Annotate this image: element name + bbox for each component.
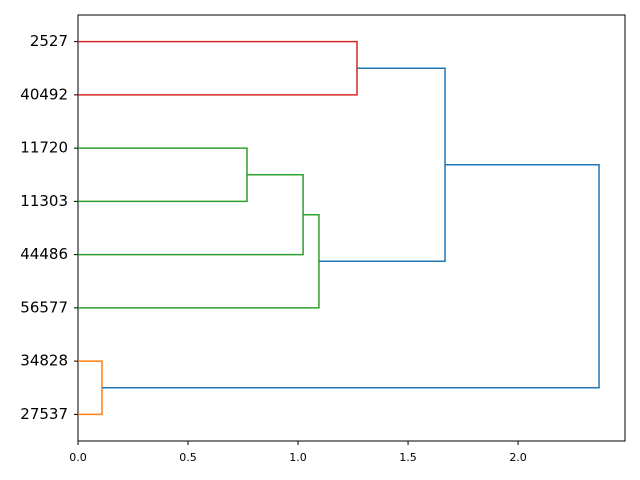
leaf-label: 11303: [20, 192, 68, 210]
leaf-label: 44486: [20, 245, 68, 263]
x-tick-label: 0.5: [179, 451, 197, 464]
leaf-label: 40492: [20, 85, 68, 103]
x-tick-label: 2.0: [509, 451, 527, 464]
link: [78, 40, 358, 96]
leaf-label: 11720: [20, 139, 68, 157]
link: [318, 67, 446, 263]
x-tick-label: 0.0: [69, 451, 87, 464]
leaf-label: 2527: [30, 32, 68, 50]
link: [101, 164, 600, 389]
link: [78, 213, 320, 309]
x-tick-label: 1.5: [399, 451, 417, 464]
link: [78, 174, 304, 256]
x-tick-label: 1.0: [289, 451, 307, 464]
link: [78, 147, 248, 203]
leaf-label: 34828: [20, 352, 68, 370]
axes-frame: [77, 14, 626, 442]
leaf-label: 56577: [20, 298, 68, 316]
leaf-label: 27537: [20, 405, 68, 423]
link: [78, 360, 103, 416]
